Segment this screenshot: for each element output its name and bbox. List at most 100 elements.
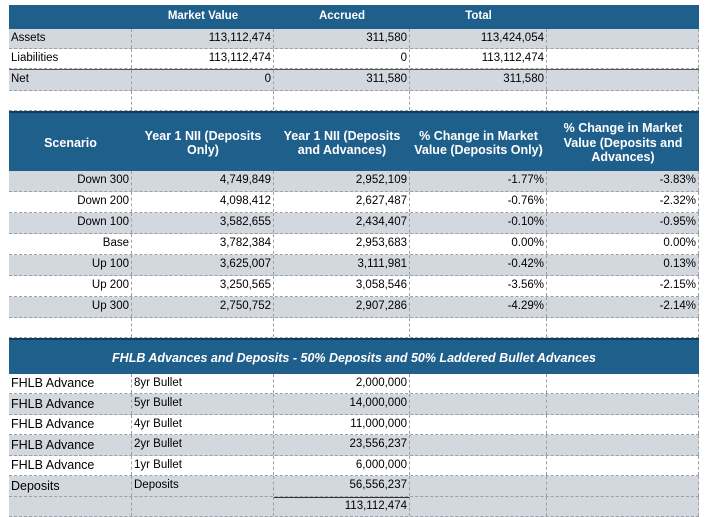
summary-header-market-value: Market Value [167,10,239,23]
scenario-header-row: Scenario Year 1 NII (Deposits Only) Year… [9,111,699,173]
fhlb-row: FHLB Advance 2yr Bullet 23,556,237 [9,435,699,456]
nii-deposits-advances-cell: 2,627,487 [274,192,410,212]
fhlb-term-cell: Deposits [132,476,274,496]
nii-deposits-cell: 3,250,565 [132,276,274,296]
summary-row-label: Assets [9,29,132,48]
summary-header-label [9,5,132,29]
fhlb-term-cell: 2yr Bullet [132,435,274,455]
mv-deposits-cell: 0.00% [410,234,547,254]
summary-market-value-cell: 0 [132,70,274,90]
scenario-name-cell: Up 100 [9,255,132,275]
scenario-name-cell: Down 300 [9,171,132,191]
summary-accrued-cell: 0 [274,49,410,68]
fhlb-amount-cell: 6,000,000 [274,456,410,475]
blank-cell [547,374,699,393]
mv-deposits-cell: -0.76% [410,192,547,212]
scenario-name-cell: Base [9,234,132,254]
fhlb-row: FHLB Advance 1yr Bullet 6,000,000 [9,456,699,476]
fhlb-row: FHLB Advance 5yr Bullet 14,000,000 [9,394,699,415]
mv-deposits-advances-cell: 0.13% [547,255,699,275]
summary-row-liabilities: Liabilities 113,112,474 0 113,112,474 [9,49,699,69]
scenario-row: Down 300 4,749,849 2,952,109 -1.77% -3.8… [9,171,699,192]
blank-cell [132,497,274,516]
nii-deposits-cell: 4,098,412 [132,192,274,212]
mv-deposits-advances-cell: -0.95% [547,213,699,233]
scenario-header-nii-deposits-advances: Year 1 NII (Deposits and Advances) [283,128,401,157]
fhlb-row: FHLB Advance 4yr Bullet 11,000,000 [9,415,699,435]
blank-cell [547,318,699,337]
summary-total-cell: 311,580 [410,70,547,90]
scenario-row: Up 200 3,250,565 3,058,546 -3.56% -2.15% [9,276,699,297]
mv-deposits-cell: -3.56% [410,276,547,296]
fhlb-term-cell: 5yr Bullet [132,394,274,414]
fhlb-term-cell: 1yr Bullet [132,456,274,475]
fhlb-banner-row: FHLB Advances and Deposits - 50% Deposit… [9,338,699,376]
fhlb-total-cell: 113,112,474 [274,497,410,516]
summary-total-cell: 113,424,054 [410,29,547,48]
blank-cell [410,394,547,414]
blank-cell [410,91,547,110]
blank-cell [410,435,547,455]
spacer-row [9,91,699,111]
blank-cell [132,318,274,337]
mv-deposits-advances-cell: -2.14% [547,297,699,317]
nii-deposits-cell: 3,625,007 [132,255,274,275]
blank-cell [547,476,699,496]
summary-row-label: Liabilities [9,49,132,68]
scenario-header-scenario: Scenario [44,135,97,150]
fhlb-type-cell: Deposits [9,476,132,496]
blank-cell [547,435,699,455]
nii-deposits-cell: 4,749,849 [132,171,274,191]
scenario-row: Down 100 3,582,655 2,434,407 -0.10% -0.9… [9,213,699,234]
blank-cell [410,456,547,475]
blank-cell [547,49,699,68]
summary-total-cell: 113,112,474 [410,49,547,68]
nii-deposits-cell: 3,782,384 [132,234,274,254]
blank-cell [547,415,699,434]
summary-accrued-cell: 311,580 [274,29,410,48]
fhlb-amount-cell: 11,000,000 [274,415,410,434]
spacer-row [9,318,699,338]
nii-deposits-advances-cell: 3,111,981 [274,255,410,275]
scenario-name-cell: Down 100 [9,213,132,233]
fhlb-row: FHLB Advance 8yr Bullet 2,000,000 [9,374,699,394]
nii-deposits-advances-cell: 2,953,683 [274,234,410,254]
scenario-header-mv-deposits: % Change in Market Value (Deposits Only) [414,128,543,157]
summary-row-net: Net 0 311,580 311,580 [9,69,699,91]
summary-accrued-cell: 311,580 [274,70,410,90]
nii-deposits-advances-cell: 2,952,109 [274,171,410,191]
blank-cell [547,497,699,516]
blank-cell [9,497,132,516]
summary-row-label: Net [9,70,132,90]
blank-cell [547,91,699,110]
mv-deposits-cell: -0.42% [410,255,547,275]
blank-cell [410,476,547,496]
mv-deposits-cell: -4.29% [410,297,547,317]
mv-deposits-advances-cell: -3.83% [547,171,699,191]
nii-deposits-advances-cell: 2,434,407 [274,213,410,233]
mv-deposits-cell: -1.77% [410,171,547,191]
summary-market-value-cell: 113,112,474 [132,29,274,48]
fhlb-amount-cell: 56,556,237 [274,476,410,496]
mv-deposits-advances-cell: 0.00% [547,234,699,254]
scenario-name-cell: Up 300 [9,297,132,317]
mv-deposits-advances-cell: -2.15% [547,276,699,296]
blank-cell [274,91,410,110]
nii-deposits-advances-cell: 3,058,546 [274,276,410,296]
blank-cell [9,91,132,110]
fhlb-amount-cell: 14,000,000 [274,394,410,414]
summary-market-value-cell: 113,112,474 [132,49,274,68]
fhlb-banner-title: FHLB Advances and Deposits - 50% Deposit… [112,350,596,365]
blank-cell [547,394,699,414]
fhlb-type-cell: FHLB Advance [9,394,132,414]
blank-cell [410,318,547,337]
scenario-row: Up 300 2,750,752 2,907,286 -4.29% -2.14% [9,297,699,318]
nii-deposits-advances-cell: 2,907,286 [274,297,410,317]
scenario-name-cell: Down 200 [9,192,132,212]
blank-cell [410,497,547,516]
blank-cell [132,91,274,110]
blank-cell [274,318,410,337]
fhlb-term-cell: 4yr Bullet [132,415,274,434]
blank-cell [547,456,699,475]
summary-header-accrued: Accrued [318,10,366,23]
